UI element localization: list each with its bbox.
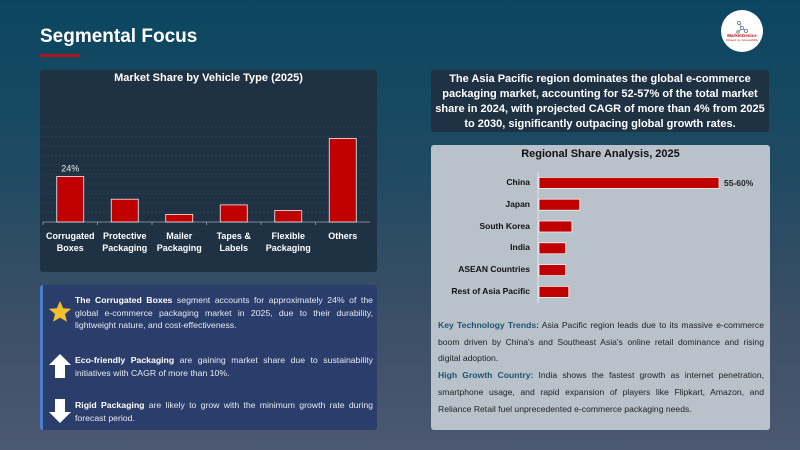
growth-label: High Growth Country: [438,370,534,381]
vehicle-type-chart: Market Share by Vehicle Type (2025) 24% … [40,70,377,272]
key-insights-box: The Corrugated Boxes segment accounts fo… [40,285,377,430]
bar [538,264,567,276]
bullet-text: are likely to grow with the minimum grow… [75,400,373,423]
bar [328,138,357,223]
growth-text: India shows the fastest growth as intern… [438,370,764,414]
bar [165,213,194,223]
bullet-text: are gaining market share due to sustaina… [75,355,374,378]
x-tick-label: Protective Packaging [102,231,148,253]
x-tick-label: Flexible Packaging [265,231,311,253]
regional-share-chart-plot: 55-60% [537,172,754,303]
title-underline [40,54,80,57]
x-tick-label: Corrugated Boxes [45,231,95,253]
arrow-down-icon [49,399,71,423]
bar [219,204,248,223]
x-tick-label: Tapes & Labels [216,231,251,253]
vehicle-type-chart-plot: 24% [42,126,370,225]
logo-network-icon [736,21,749,35]
bar [110,198,139,223]
chart-title: Market Share by Vehicle Type (2025) [114,72,303,84]
bar [538,242,567,255]
bar [538,198,581,211]
x-tick-label: Others [328,231,358,241]
bar [274,210,303,223]
y-tick-label: Rest of Asia Pacific [451,285,530,296]
x-tick-label: Mailer Packaging [156,231,202,253]
regional-share-chart: Regional Share Analysis, 2025 55-60% Chi… [431,145,770,430]
data-label: 55-60% [724,178,754,188]
star-icon [49,301,71,322]
chart-title: Regional Share Analysis, 2025 [521,148,680,160]
summary-box: The Asia Pacific region dominates the gl… [431,70,769,132]
bullet-corrugated: The Corrugated Boxes segment accounts fo… [75,294,373,332]
y-tick-label: Japan [505,198,530,209]
page-title: Segmental Focus [40,26,198,47]
bullet-text: segment accounts for approximately 24% o… [75,295,373,330]
bar [538,177,720,189]
bullet-eco-friendly: Eco-friendly Packaging are gaining marke… [75,354,373,379]
bullet-bold: Eco-friendly Packaging [75,355,175,365]
arrow-up-icon [49,354,71,378]
notes: Key Technology Trends: Asia Pacific regi… [438,317,764,417]
trends-text: Asia Pacific region leads due to its mas… [438,320,764,364]
y-tick-label: ASEAN Countries [458,264,530,275]
bullet-bold: Rigid Packaging [75,400,145,410]
logo-text: MarketGenics [727,33,757,39]
y-tick-label: China [506,176,530,187]
bullet-rigid: Rigid Packaging are likely to grow with … [75,399,373,424]
trends-label: Key Technology Trends: [438,320,539,330]
data-label: 24% [61,163,79,173]
y-tick-label: South Korea [479,220,530,231]
bullet-bold: The Corrugated Boxes [75,295,173,305]
bar [538,220,573,233]
y-tick-label: India [510,242,530,253]
company-logo: MarketGenics Infused. by. Accessibility [721,10,763,52]
logo-tagline: Infused. by. Accessibility [725,37,759,42]
bar [56,176,85,223]
bar [538,285,570,298]
